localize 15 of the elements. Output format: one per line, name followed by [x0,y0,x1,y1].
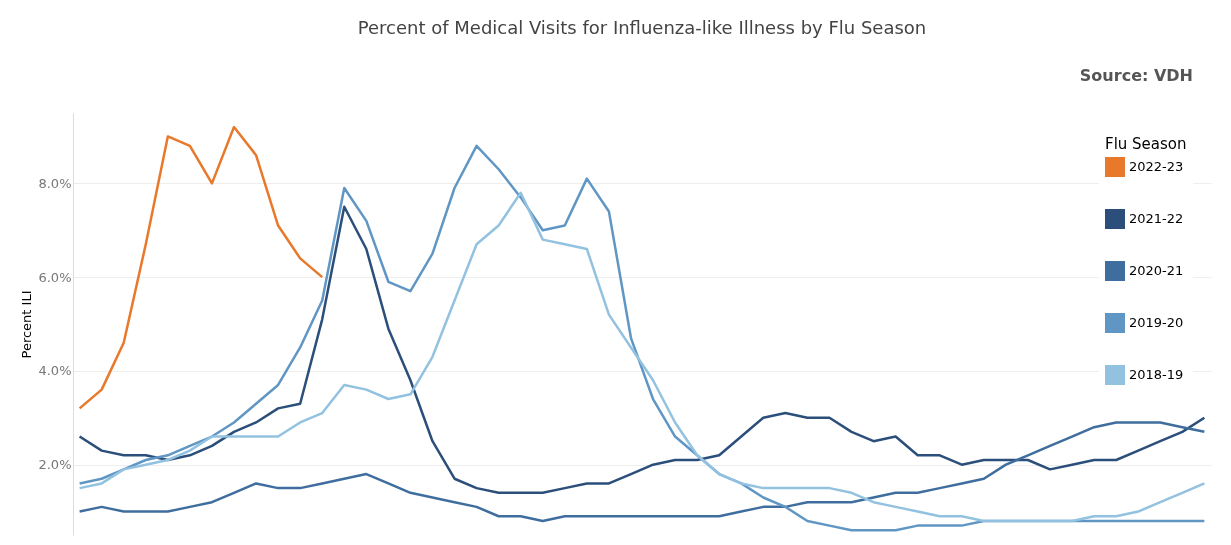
y-axis-title: Percent ILI [19,290,35,359]
y-tick-label: 4.0% [38,363,72,379]
y-tick-label: 6.0% [38,269,72,285]
y-tick-label: 2.0% [38,457,72,473]
y-tick-label: 8.0% [38,175,72,191]
legend-label: 2021-22 [1129,211,1184,226]
line-series [78,421,1206,523]
chart-title: Percent of Medical Visits for Influenza-like Illness by Flu Season [357,17,927,38]
legend-label: 2019-20 [1129,315,1184,330]
legend-label: 2022-23 [1129,159,1184,174]
legend-title: Flu Season [1105,135,1187,153]
line-series [78,125,324,410]
source-note: Source: VDH [1079,66,1193,85]
legend-label: 2018-19 [1129,367,1184,382]
legend-label: 2020-21 [1129,263,1184,278]
